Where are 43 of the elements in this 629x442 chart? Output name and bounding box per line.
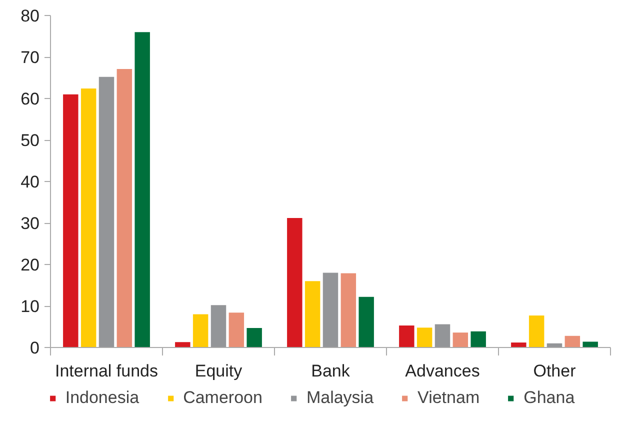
bar <box>358 296 374 348</box>
bar <box>416 328 432 348</box>
y-tick-label: 40 <box>20 172 40 192</box>
bar <box>470 331 486 348</box>
bar <box>582 342 598 348</box>
bar <box>511 342 526 348</box>
legend-label: Indonesia <box>65 388 140 408</box>
y-tick-label: 30 <box>20 214 40 233</box>
bar <box>80 88 96 348</box>
bar <box>228 312 244 348</box>
y-tick-label: 10 <box>20 297 40 316</box>
bar <box>116 69 132 348</box>
bar <box>322 272 338 348</box>
bar <box>63 94 78 348</box>
x-tick-label: Bank <box>311 362 350 380</box>
bar <box>434 324 450 348</box>
y-tick-label: 80 <box>20 6 40 26</box>
bar <box>175 342 190 348</box>
bar <box>340 273 356 348</box>
bar <box>134 32 150 348</box>
bar <box>192 314 208 348</box>
legend-label: Cameroon <box>183 388 262 408</box>
bar <box>98 76 114 348</box>
y-tick-label: 0 <box>30 338 40 358</box>
bar <box>528 316 544 348</box>
x-tick-label: Equity <box>194 362 243 380</box>
legend-label: Vietnam <box>418 388 480 408</box>
bar <box>210 305 226 348</box>
x-tick-label: Advances <box>405 362 480 380</box>
bar <box>304 281 320 348</box>
bar <box>246 328 262 348</box>
x-tick-label: Other <box>533 362 576 380</box>
bar <box>564 336 580 348</box>
y-tick-label: 60 <box>20 90 40 108</box>
y-tick-label: 20 <box>20 256 40 274</box>
x-tick-label: Internal funds <box>54 362 158 380</box>
y-tick-label: 70 <box>20 48 40 67</box>
y-tick-label: 50 <box>20 131 40 150</box>
bar <box>287 218 302 348</box>
bar <box>399 326 414 348</box>
legend-label: Ghana <box>524 388 575 408</box>
legend-label: Malaysia <box>306 388 374 408</box>
bar <box>452 332 468 348</box>
